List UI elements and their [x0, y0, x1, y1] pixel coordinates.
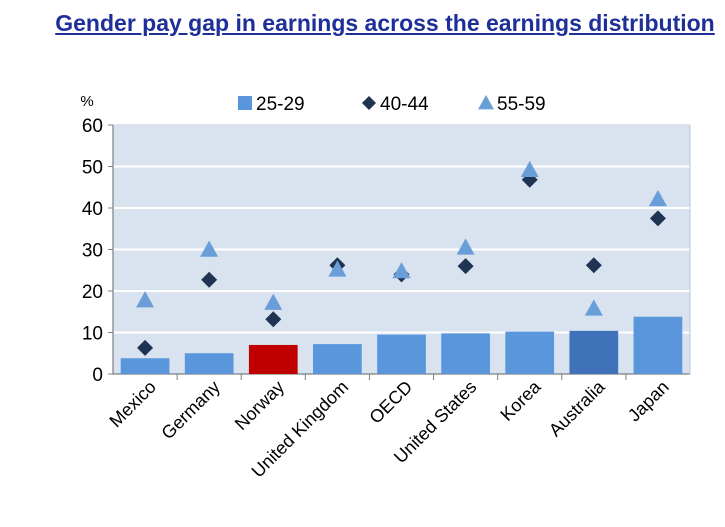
bar-25-29-germany: [184, 353, 234, 374]
bar-25-29-united-kingdom: [313, 344, 362, 374]
x-tick-label-mexico: Mexico: [105, 377, 159, 431]
x-tick-label-germany: Germany: [158, 377, 224, 443]
point-40-44-germany: [201, 271, 218, 288]
legend-label-40-44: 40-44: [380, 94, 429, 115]
legend-label-25-29: 25-29: [256, 94, 305, 115]
point-55-59-korea: [520, 160, 539, 178]
point-55-59-united-states: [456, 238, 475, 255]
point-55-59-oecd: [392, 262, 411, 279]
y-tick-label: 50: [82, 158, 103, 179]
bar-25-29-oecd: [377, 334, 426, 374]
y-axis-label: %: [80, 93, 93, 110]
bar-25-29-australia: [569, 330, 619, 374]
bar-25-29-mexico: [120, 358, 170, 374]
chart-title: Gender pay gap in earnings across the ea…: [55, 10, 715, 36]
y-tick-label: 30: [82, 241, 103, 262]
x-tick-label-oecd: OECD: [365, 377, 416, 428]
bar-25-29-norway: [248, 344, 298, 374]
legend-label-55-59: 55-59: [497, 94, 546, 115]
legend-swatch-25-29: [238, 96, 252, 110]
legend-swatch-55-59: [478, 95, 494, 110]
point-55-59-norway: [264, 293, 283, 310]
point-55-59-united-kingdom: [328, 260, 347, 277]
point-55-59-germany: [200, 240, 219, 257]
point-40-44-mexico: [137, 339, 154, 356]
y-tick-label: 10: [82, 324, 103, 345]
x-tick-label-norway: Norway: [231, 377, 288, 434]
point-40-44-australia: [585, 257, 602, 274]
x-tick-label-australia: Australia: [545, 376, 609, 440]
x-tick-label-korea: Korea: [496, 376, 545, 425]
point-55-59-australia: [584, 299, 603, 316]
y-tick-label: 60: [82, 116, 103, 137]
point-55-59-japan: [648, 189, 667, 207]
y-tick-label: 40: [82, 199, 103, 220]
bar-25-29-korea: [505, 331, 555, 374]
bar-25-29-japan: [633, 316, 683, 374]
point-40-44-united-states: [457, 258, 474, 275]
bar-25-29-united-states: [441, 333, 490, 374]
point-40-44-norway: [265, 311, 282, 328]
legend-swatch-40-44: [362, 96, 376, 110]
point-55-59-mexico: [136, 291, 155, 308]
x-tick-label-japan: Japan: [624, 377, 673, 426]
y-tick-label: 0: [92, 365, 103, 386]
point-40-44-japan: [649, 210, 666, 227]
y-tick-label: 20: [82, 282, 103, 303]
